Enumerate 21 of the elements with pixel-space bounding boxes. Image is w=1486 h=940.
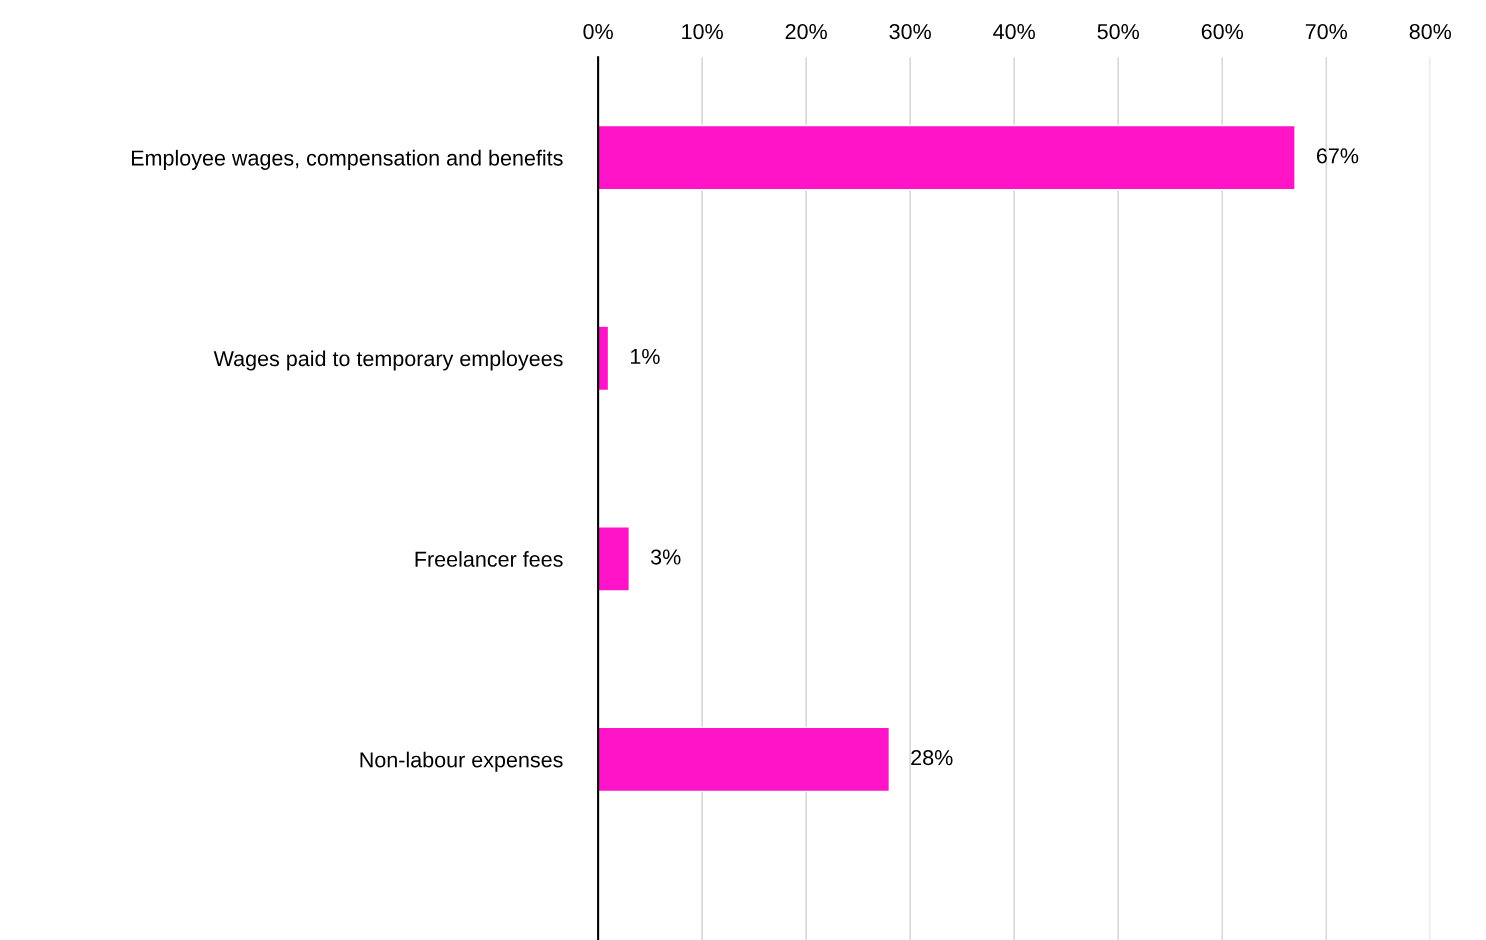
y-tick-label: Employee wages, compensation and benefits <box>131 149 563 170</box>
y-tick-label: Non-labour expenses <box>360 751 563 772</box>
bar <box>598 526 631 592</box>
x-tick-label: 50% <box>1097 23 1139 40</box>
x-tick-label: 60% <box>1201 23 1244 40</box>
x-tick-label: 40% <box>993 23 1035 40</box>
bar <box>598 726 891 793</box>
y-tick-label: Wages paid to temporary employees <box>213 350 563 371</box>
y-tick-label: Freelancer fees <box>415 551 563 567</box>
data-label: 1% <box>630 348 660 364</box>
data-label: 28% <box>911 749 953 766</box>
bar <box>598 124 1296 191</box>
data-label: 67% <box>1316 148 1359 164</box>
x-tick-label: 80% <box>1409 23 1452 40</box>
x-tick-label: 30% <box>889 23 931 40</box>
x-tick-label: 70% <box>1305 23 1348 40</box>
x-tick-label: 0% <box>583 23 613 40</box>
data-label: 3% <box>650 549 681 565</box>
x-tick-label: 10% <box>682 23 723 40</box>
bar <box>598 325 610 392</box>
x-tick-label: 20% <box>785 23 827 40</box>
